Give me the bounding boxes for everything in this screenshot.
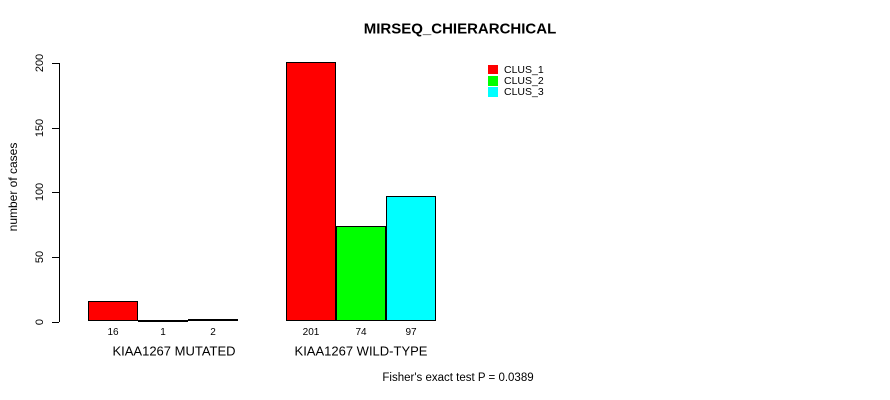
bar-clus_2-group2 bbox=[336, 225, 386, 322]
x-category-label-mutated: KIAA1267 MUTATED bbox=[112, 343, 236, 359]
legend-label-clus1: CLUS_1 bbox=[504, 63, 544, 76]
legend-item: CLUS_3 bbox=[488, 86, 544, 99]
bar-clus_3-group1 bbox=[188, 318, 238, 322]
bar-value-label: 1 bbox=[160, 327, 166, 338]
bar-value-label: 74 bbox=[355, 327, 367, 338]
y-axis-line bbox=[59, 63, 60, 322]
legend-item: CLUS_1 bbox=[488, 63, 544, 76]
y-axis-tick bbox=[52, 127, 59, 129]
y-axis-tick bbox=[52, 63, 59, 64]
bar-value-label: 201 bbox=[302, 327, 320, 338]
chart-title: MIRSEQ_CHIERARCHICAL bbox=[363, 20, 557, 38]
legend-swatch-clus1 bbox=[488, 64, 498, 75]
y-axis-tick-label: 0 bbox=[34, 318, 46, 325]
y-axis-tick bbox=[52, 321, 59, 323]
x-category-label-wildtype: KIAA1267 WILD-TYPE bbox=[294, 343, 428, 359]
legend-swatch-clus3 bbox=[488, 87, 498, 97]
bar-clus_3-group2 bbox=[386, 196, 436, 322]
bar-clus_1-group2 bbox=[286, 61, 336, 322]
y-axis-tick bbox=[52, 256, 59, 258]
legend-label-clus3: CLUS_3 bbox=[504, 86, 544, 99]
y-axis-title: number of cases bbox=[6, 142, 20, 232]
bar-clus_1-group1 bbox=[88, 300, 138, 322]
y-axis-tick-label: 200 bbox=[34, 53, 46, 73]
y-axis-tick-label: 50 bbox=[34, 250, 46, 263]
bar-clus_2-group1 bbox=[138, 320, 188, 323]
bar-value-label: 16 bbox=[107, 327, 119, 338]
y-axis-tick-label: 150 bbox=[34, 118, 46, 137]
y-axis-tick-label: 100 bbox=[34, 183, 46, 202]
y-axis-tick bbox=[52, 192, 59, 194]
legend-label-clus2: CLUS_2 bbox=[504, 74, 544, 87]
bar-value-label: 97 bbox=[405, 327, 417, 338]
legend: CLUS_1 CLUS_2 CLUS_3 bbox=[488, 64, 544, 98]
bar-value-label: 2 bbox=[210, 327, 216, 338]
legend-item: CLUS_2 bbox=[488, 74, 544, 87]
fisher-test-annotation: Fisher's exact test P = 0.0389 bbox=[382, 372, 534, 384]
legend-swatch-clus2 bbox=[488, 76, 498, 86]
